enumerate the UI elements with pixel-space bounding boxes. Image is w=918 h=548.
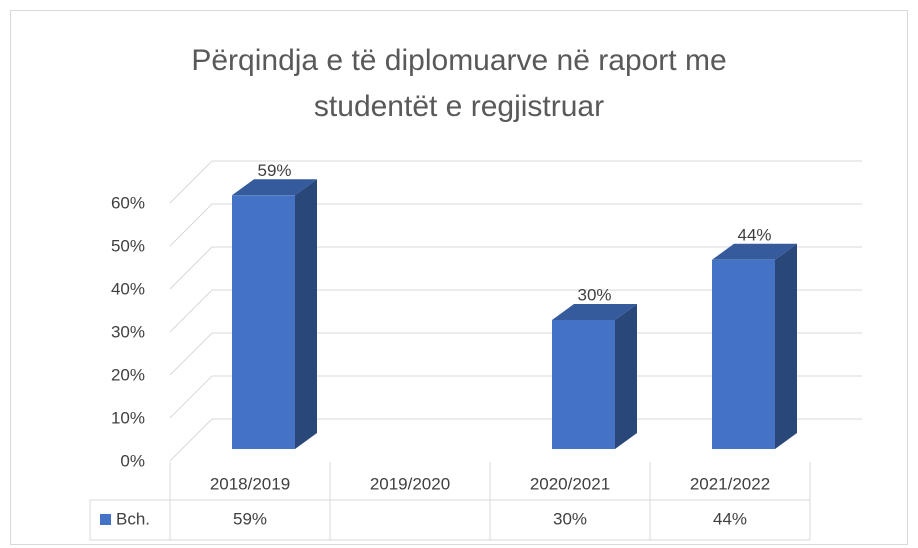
bar (552, 320, 615, 449)
grid-line (169, 160, 862, 204)
bar (712, 259, 775, 449)
y-tick-label: 30% (111, 322, 145, 341)
bar (232, 195, 295, 449)
bar-side (615, 304, 637, 449)
grid-line (169, 203, 862, 247)
x-tick-label: 2021/2022 (690, 474, 770, 493)
grid-line (169, 246, 862, 290)
y-tick-label: 0% (120, 451, 145, 470)
bar-side (775, 243, 797, 449)
x-tick-label: 2019/2020 (370, 474, 450, 493)
bar-top (712, 243, 797, 260)
y-tick-label: 60% (111, 193, 145, 212)
bar-top (552, 304, 637, 320)
chart-border (10, 10, 908, 545)
bar-top (232, 179, 317, 196)
legend-swatch (100, 514, 111, 525)
data-label: 30% (577, 285, 611, 304)
grid-line (169, 375, 862, 419)
bar-side (295, 179, 317, 450)
y-tick-label: 50% (111, 236, 145, 255)
table-cell: 30% (553, 509, 587, 528)
table-cell: 59% (233, 509, 267, 528)
grid-line (169, 332, 862, 376)
x-tick-label: 2018/2019 (210, 474, 290, 493)
chart-title: Përqindja e të diplomuarve në raport me … (191, 44, 727, 123)
grid-line (169, 418, 862, 462)
x-tick-label: 2020/2021 (530, 474, 610, 493)
table-cell: 44% (713, 509, 747, 528)
data-label: 59% (257, 161, 291, 180)
legend-label: Bch. (116, 509, 150, 528)
data-label: 44% (737, 225, 771, 244)
y-tick-label: 40% (111, 279, 145, 298)
y-tick-label: 10% (111, 408, 145, 427)
grid-line (169, 289, 862, 333)
y-tick-label: 20% (111, 365, 145, 384)
